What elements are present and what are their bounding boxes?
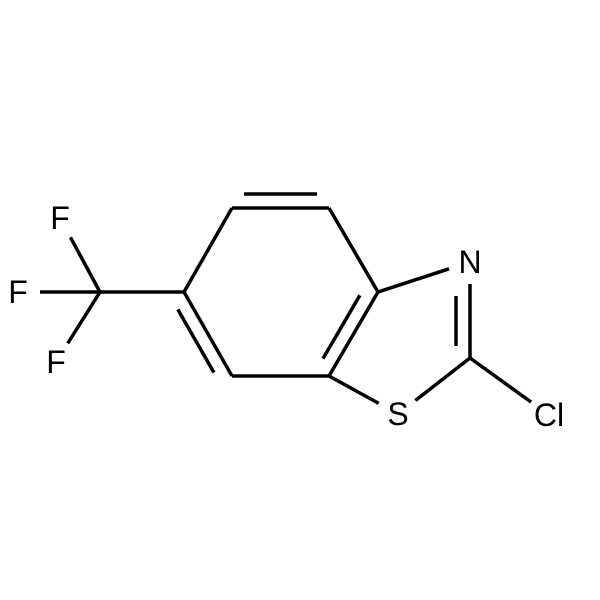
bond <box>323 292 378 376</box>
bond <box>184 208 232 292</box>
bond <box>68 292 100 343</box>
atom-label: F <box>50 200 70 236</box>
chemical-structure-diagram: NSClFFF <box>0 0 600 600</box>
atom-label: F <box>8 274 28 310</box>
atom-label: S <box>387 396 408 432</box>
bond <box>232 194 329 208</box>
bond <box>329 376 379 403</box>
bond <box>378 269 449 292</box>
bond <box>470 358 531 402</box>
atom-label: F <box>46 344 66 380</box>
atom-label: Cl <box>534 397 564 433</box>
bond <box>456 284 470 358</box>
atom-label: N <box>458 244 481 280</box>
atom-labels: NSClFFF <box>8 200 564 433</box>
bond <box>329 208 378 292</box>
bond <box>415 358 470 400</box>
bonds <box>40 194 531 403</box>
bond <box>178 292 232 376</box>
bond <box>70 237 100 292</box>
